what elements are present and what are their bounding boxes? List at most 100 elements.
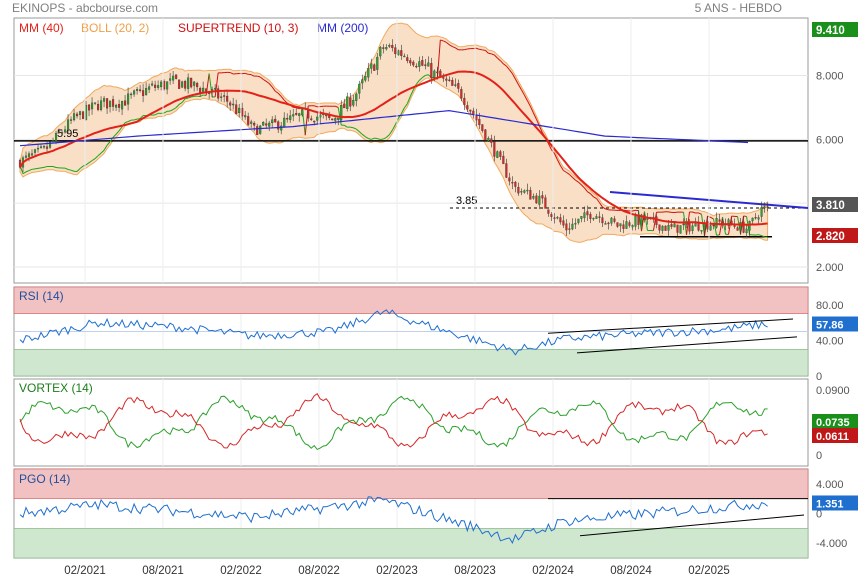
candle-body [676,224,679,233]
supertrend-segment [643,211,648,231]
candle-body [541,195,544,199]
rsi-badge-bg [812,316,858,332]
supertrend-segment [523,94,528,101]
candle-body [637,214,640,225]
supertrend-segment [245,72,249,75]
pgo-label: PGO (14) [19,472,70,486]
candle-body [63,129,67,133]
supertrend-segment [265,80,270,84]
candle-body [412,61,415,66]
supertrend-segment [508,69,513,74]
candle-body [691,225,694,232]
candle-body [631,225,634,228]
candle-body [484,129,487,141]
supertrend-segment [52,166,57,168]
supertrend-segment [76,168,81,172]
candle-body [574,222,577,225]
candle-body [313,120,316,123]
candle-body [451,79,454,86]
candle-body [172,75,175,81]
pgo-low-zone [13,528,809,559]
supertrend-segment [520,89,525,96]
candle-body [499,151,502,157]
candle-body [355,93,358,101]
candle-body [124,100,127,106]
candle-body [706,221,709,230]
candle-body [466,105,469,110]
supertrend-segment [692,211,696,214]
supertrend-segment [683,212,688,235]
supertrend-segment [479,48,483,51]
candle-body [292,114,295,117]
supertrend-segment [175,104,180,108]
candle-body [523,190,526,193]
candle-body [199,88,202,93]
rsi-label: RSI (14) [19,289,64,303]
candle-body [385,47,388,50]
candle-body [262,122,265,126]
candle-body [622,224,625,229]
supertrend-segment [529,106,534,114]
candle-body [331,118,334,121]
vortex-plus-badge: 0.0735 [816,417,850,429]
candle-body [529,189,532,200]
supertrend-segment [584,187,588,192]
candle-body [550,214,553,217]
candle-body [30,153,34,156]
candle-body [736,227,739,231]
supertrend-segment [572,177,576,181]
supertrend-segment [704,215,709,237]
candle-body [586,211,589,216]
candle-body [520,191,523,193]
rsi-tick-label: 80.00 [816,300,844,312]
supertrend-segment [185,97,189,100]
supertrend-segment [88,160,93,164]
supertrend-segment [569,174,573,178]
candle-body [757,217,760,220]
candle-body [763,206,766,209]
low-price-badge-bg [812,228,858,243]
candle-body [97,104,100,110]
candle-body [289,115,292,120]
candle-body [436,71,439,74]
candle-body [589,214,592,219]
candle-body [709,225,712,231]
candle-body [256,126,259,135]
pgo-high-zone [13,468,809,499]
pgo-tick-label: 4.000 [816,479,844,491]
supertrend-segment [637,210,642,232]
candle-body [610,217,613,224]
supertrend-segment [391,124,396,131]
candle-body [184,81,187,89]
supertrend-segment [575,179,579,183]
rsi-oversold-zone [13,348,809,377]
candle-body [91,102,94,110]
candle-body [346,96,349,109]
candle-body [166,81,169,90]
candle-body [78,111,82,115]
supertrend-segment [191,95,195,98]
x-tick-label: 02/2024 [532,565,574,577]
supertrend-segment [70,169,75,172]
candle-body [127,93,130,105]
supertrend-segment [728,216,733,235]
candle-body [517,186,520,194]
candle-body [334,118,337,121]
supertrend-segment [755,234,759,236]
candle-body [448,79,451,82]
candle-body [286,118,289,120]
candle-body [376,56,379,70]
price-tick-label: 2.000 [816,262,844,274]
supertrend-segment [563,170,567,173]
supertrend-segment [268,83,273,88]
candle-body [742,221,745,233]
candle-body [277,121,280,130]
candle-body [421,60,424,66]
candle-body [51,140,55,143]
supertrend-segment [415,80,420,85]
candle-body [397,50,400,56]
candle-body [325,114,328,117]
candle-body [205,88,208,92]
candle-body [193,81,196,86]
supertrend-segment [97,152,102,157]
